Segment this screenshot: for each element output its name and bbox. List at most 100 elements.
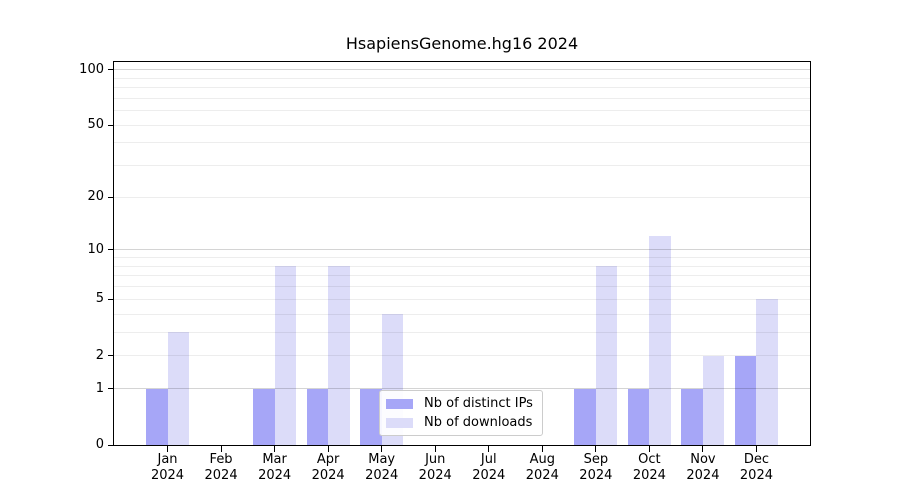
y-tick-mark [108, 355, 114, 357]
bar-nb-of-downloads [649, 236, 671, 445]
gridline-minor [114, 331, 810, 333]
y-tick-label: 50 [87, 117, 104, 133]
legend-swatch-distinct-ips [386, 398, 413, 409]
gridline-minor [114, 124, 810, 126]
x-tick-label: Oct 2024 [617, 452, 681, 485]
gridline-minor [114, 87, 810, 89]
x-tick-label-line: Aug [529, 452, 555, 467]
x-tick-label-line: 2024 [150, 468, 185, 484]
x-tick-label: Mar 2024 [243, 452, 307, 485]
y-tick-label: 1 [95, 380, 104, 396]
x-tick-label-line: Sep [583, 452, 609, 467]
x-tick-label-line: Nov [690, 452, 716, 467]
gridline-minor [114, 142, 810, 144]
x-tick-label-line: 2024 [418, 468, 452, 484]
bar-nb-of-distinct-ips [734, 355, 757, 445]
x-tick-label-line: Jun [425, 452, 446, 467]
x-tick-mark [327, 446, 329, 452]
x-tick-label-line: 2024 [525, 468, 559, 484]
x-tick-label-line: 2024 [579, 468, 613, 484]
y-tick-label: 5 [95, 291, 104, 307]
bar-nb-of-distinct-ips [306, 388, 329, 445]
gridline-minor [114, 313, 810, 315]
y-tick-label: 10 [87, 241, 104, 257]
y-tick-mark [108, 298, 114, 300]
x-tick-mark [220, 446, 222, 452]
x-tick-label-line: 2024 [686, 468, 720, 484]
x-tick-label: Nov 2024 [671, 452, 735, 485]
x-tick-label-line: Jan [157, 452, 178, 467]
bar-nb-of-distinct-ips [360, 388, 382, 445]
y-tick-mark [108, 249, 114, 251]
x-tick-label-line: Dec [743, 452, 770, 467]
gridline-minor [114, 77, 810, 79]
x-tick-mark [755, 446, 757, 452]
x-tick-label: Jul 2024 [457, 452, 521, 485]
x-tick-mark [541, 446, 543, 452]
y-tick-label: 0 [95, 437, 104, 452]
x-tick-label-line: 2024 [472, 468, 506, 484]
gridline-major [114, 69, 810, 71]
bar-nb-of-distinct-ips [574, 388, 596, 445]
x-tick-label: Apr 2024 [296, 452, 360, 485]
x-tick-mark [648, 446, 650, 452]
x-tick-label-line: Jul [480, 452, 497, 467]
y-tick-mark [108, 388, 114, 390]
gridline-minor [114, 355, 810, 357]
y-tick-mark [108, 124, 114, 126]
y-tick-label: 2 [95, 347, 104, 363]
x-tick-label-line: 2024 [632, 468, 666, 484]
bar-nb-of-downloads [167, 332, 190, 445]
gridline-minor [114, 298, 810, 300]
x-tick-mark [274, 446, 276, 452]
x-tick-label-line: Oct [638, 452, 661, 467]
x-tick-label: Sep 2024 [564, 452, 628, 485]
x-tick-mark [702, 446, 704, 452]
bar-nb-of-distinct-ips [681, 388, 703, 445]
y-tick-mark [108, 69, 114, 71]
y-tick-mark [108, 196, 114, 198]
x-tick-mark [434, 446, 436, 452]
x-tick-label-line: 2024 [311, 468, 345, 484]
x-tick-mark [488, 446, 490, 452]
x-tick-label: Jan 2024 [136, 452, 200, 485]
x-tick-mark [381, 446, 383, 452]
bar-nb-of-distinct-ips [253, 388, 275, 445]
x-tick-label: May 2024 [350, 452, 414, 485]
x-tick-label-line: 2024 [204, 468, 238, 484]
legend-item-distinct-ips: Nb of distinct IPs [386, 396, 533, 411]
gridline-major [114, 388, 810, 390]
gridline-minor [114, 257, 810, 259]
x-tick-mark [595, 446, 597, 452]
gridline-minor [114, 275, 810, 277]
bar-nb-of-distinct-ips [627, 388, 650, 445]
y-tick-mark [108, 444, 114, 446]
legend-swatch-downloads [386, 417, 413, 428]
gridline-minor [114, 196, 810, 198]
bar-nb-of-downloads [595, 266, 618, 445]
y-tick-label: 20 [87, 189, 104, 205]
legend-label-distinct-ips: Nb of distinct IPs [424, 396, 533, 411]
x-tick-label-line: Feb [209, 452, 233, 467]
x-tick-mark [167, 446, 169, 452]
bar-nb-of-downloads [756, 299, 778, 445]
gridline-minor [114, 97, 810, 99]
gridline-minor [114, 165, 810, 167]
x-tick-label-line: 2024 [258, 468, 292, 484]
chart-title: HsapiensGenome.hg16 2024 [345, 34, 579, 53]
bar-nb-of-downloads [328, 266, 350, 445]
bar-nb-of-distinct-ips [146, 388, 168, 445]
x-tick-label: Dec 2024 [724, 452, 788, 485]
x-tick-label-line: Mar [262, 452, 287, 467]
x-tick-label-line: May [368, 452, 396, 467]
bar-nb-of-downloads [274, 266, 297, 445]
gridline-major [114, 249, 810, 251]
legend-label-downloads: Nb of downloads [424, 415, 533, 430]
x-tick-label: Jun 2024 [403, 452, 467, 485]
x-tick-label-line: 2024 [739, 468, 773, 484]
legend-item-downloads: Nb of downloads [386, 415, 533, 430]
gridline-minor [114, 286, 810, 288]
y-tick-label: 100 [79, 61, 104, 77]
plot-area: Nb of distinct IPs Nb of downloads 0 1 2 5 1… [79, 61, 811, 483]
